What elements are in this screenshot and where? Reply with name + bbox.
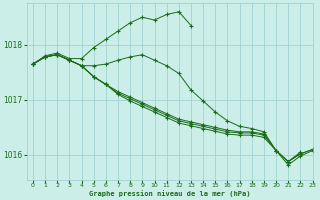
X-axis label: Graphe pression niveau de la mer (hPa): Graphe pression niveau de la mer (hPa) [89, 190, 251, 197]
